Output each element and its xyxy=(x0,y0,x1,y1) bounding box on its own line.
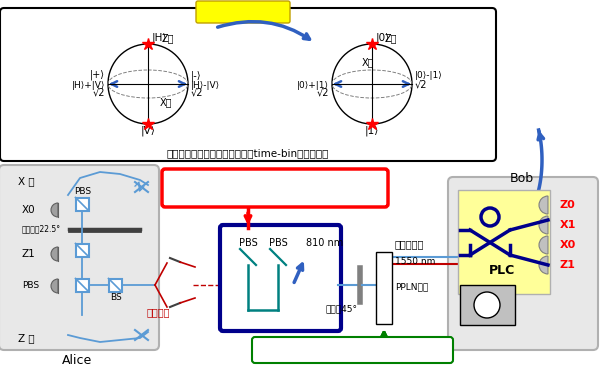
Text: X0: X0 xyxy=(22,205,35,215)
Text: X軸: X軸 xyxy=(160,97,173,107)
Bar xyxy=(376,252,392,324)
Text: PBS: PBS xyxy=(239,238,257,248)
Text: PLC: PLC xyxy=(489,263,515,276)
Text: 810 nm: 810 nm xyxy=(306,238,343,248)
Text: 量子状態: 量子状態 xyxy=(228,6,258,18)
Text: |+⟩: |+⟩ xyxy=(90,70,105,80)
Text: |0⟩: |0⟩ xyxy=(376,32,390,43)
Text: PBS: PBS xyxy=(22,280,39,290)
Text: X0: X0 xyxy=(560,240,576,250)
Text: Z軸: Z軸 xyxy=(385,33,398,43)
Text: Z0: Z0 xyxy=(560,200,576,210)
Wedge shape xyxy=(539,236,548,254)
Text: |H⟩: |H⟩ xyxy=(152,32,167,43)
Text: 波長杴45°: 波長杴45° xyxy=(325,304,357,314)
Wedge shape xyxy=(539,256,548,274)
Bar xyxy=(76,197,89,210)
FancyBboxPatch shape xyxy=(196,1,290,23)
Wedge shape xyxy=(539,196,548,214)
Text: PBS: PBS xyxy=(74,187,92,197)
Text: X軸: X軸 xyxy=(362,57,374,67)
Text: |1⟩: |1⟩ xyxy=(365,126,379,137)
FancyBboxPatch shape xyxy=(448,177,598,350)
Text: Z: Z xyxy=(134,180,146,193)
Text: |0⟩-|1⟩: |0⟩-|1⟩ xyxy=(415,72,443,80)
Wedge shape xyxy=(539,216,548,234)
Text: √2: √2 xyxy=(92,88,105,98)
FancyBboxPatch shape xyxy=(0,165,159,350)
Bar xyxy=(460,285,515,325)
Bar xyxy=(109,279,121,292)
Text: PPLN結晶: PPLN結晶 xyxy=(395,283,428,292)
Text: X 軸: X 軸 xyxy=(18,176,35,186)
FancyBboxPatch shape xyxy=(0,8,496,161)
Text: Alice: Alice xyxy=(62,354,92,366)
Text: Z軸: Z軸 xyxy=(162,33,175,43)
Wedge shape xyxy=(51,279,58,293)
Text: |0⟩+|1⟩: |0⟩+|1⟩ xyxy=(297,80,329,90)
Text: 新開発：フォーマット変換器: 新開発：フォーマット変換器 xyxy=(221,181,329,195)
Text: √2: √2 xyxy=(317,88,329,98)
Wedge shape xyxy=(51,247,58,261)
Text: |H⟩+|V⟩: |H⟩+|V⟩ xyxy=(71,80,105,90)
Circle shape xyxy=(474,292,500,318)
Text: |V⟩: |V⟩ xyxy=(140,126,155,137)
Text: Z1: Z1 xyxy=(560,260,576,270)
Text: 自由空間: 自由空間 xyxy=(146,307,170,317)
FancyBboxPatch shape xyxy=(220,225,341,331)
Text: CW 532 nm: CW 532 nm xyxy=(387,347,444,357)
Text: 半波長杴22.5°: 半波長杴22.5° xyxy=(22,224,61,234)
Text: BS: BS xyxy=(110,293,122,301)
Bar xyxy=(76,244,89,256)
Text: ハイブリッド量子もつれ光源: ハイブリッド量子もつれ光源 xyxy=(309,345,395,355)
Text: 1550 nm: 1550 nm xyxy=(395,258,436,266)
Bar xyxy=(270,249,286,265)
Text: 光ファイバ: 光ファイバ xyxy=(395,239,424,249)
Text: Z 軸: Z 軸 xyxy=(18,333,35,343)
Text: |-⟩: |-⟩ xyxy=(191,71,202,81)
Text: キュービット　ボアンカレ球　time-binから偏光へ: キュービット ボアンカレ球 time-binから偏光へ xyxy=(167,148,329,158)
Text: PBS: PBS xyxy=(269,238,287,248)
Text: Z1: Z1 xyxy=(22,249,36,259)
FancyBboxPatch shape xyxy=(458,190,550,294)
Text: X1: X1 xyxy=(560,220,577,230)
Bar xyxy=(240,249,256,265)
Wedge shape xyxy=(51,203,58,217)
FancyBboxPatch shape xyxy=(162,169,388,207)
Text: Bob: Bob xyxy=(510,172,534,184)
Text: ポンプ光: ポンプ光 xyxy=(387,337,410,347)
FancyBboxPatch shape xyxy=(252,337,453,363)
Text: √2: √2 xyxy=(191,88,203,98)
Text: √2: √2 xyxy=(415,79,427,89)
Text: |H⟩-|V⟩: |H⟩-|V⟩ xyxy=(191,80,220,90)
Bar xyxy=(76,279,89,292)
